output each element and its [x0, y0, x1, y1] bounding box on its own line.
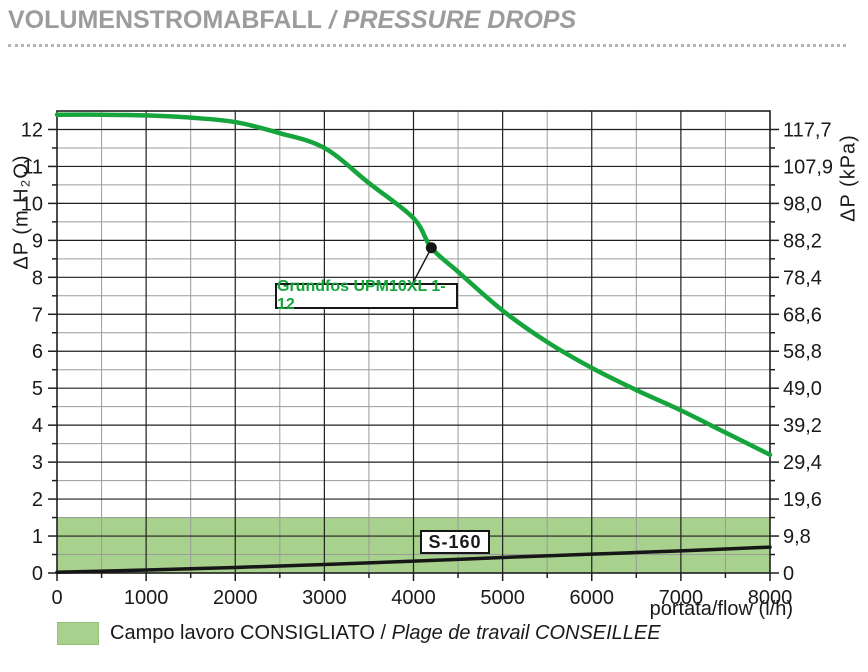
legend-label: Campo lavoro CONSIGLIATO / Plage de trav…	[110, 622, 661, 645]
legend: Campo lavoro CONSIGLIATO / Plage de trav…	[57, 622, 661, 645]
y-tick-label-left: 11	[22, 156, 43, 178]
y-tick-label-right: 0	[783, 563, 794, 585]
curve-grundfos	[54, 112, 773, 457]
y-tick-label-right: 29,4	[783, 452, 822, 474]
x-axis-title: portata/flow (l/h)	[649, 598, 793, 620]
y-tick-label-left: 5	[32, 378, 43, 400]
annotation-leader-line	[411, 251, 430, 285]
y-tick-label-right: 88,2	[783, 230, 822, 252]
x-tick-label: 6000	[570, 587, 615, 609]
y-tick-label-left: 0	[32, 563, 43, 585]
x-tick-label: 3000	[302, 587, 347, 609]
y-axis-title-left: ΔP (m H₂O)	[10, 154, 33, 270]
curve-label-grundfos-text: Grundfos UPM10XL 1-12	[277, 278, 446, 313]
page-title-german: VOLUMENSTROMABFALL	[8, 6, 322, 34]
annotation-point	[425, 242, 437, 254]
title-dotted-rule	[8, 44, 846, 47]
x-tick-label: 5000	[480, 587, 525, 609]
y-tick-label-right: 9,8	[783, 526, 811, 548]
curve-label-grundfos: Grundfos UPM10XL 1-12	[275, 278, 458, 313]
y-tick-label-left: 4	[32, 415, 43, 437]
y-tick-label-right: 49,0	[783, 378, 822, 400]
y-axis-title-right: ΔP (kPa)	[837, 134, 860, 222]
legend-label-italian: Campo lavoro CONSIGLIATO /	[110, 622, 392, 644]
y-tick-label-right: 98,0	[783, 193, 822, 215]
x-tick-label: 4000	[391, 587, 436, 609]
y-tick-label-left: 2	[32, 489, 43, 511]
legend-label-french: Plage de travail CONSEILLEE	[391, 622, 661, 644]
y-tick-label-left: 10	[21, 193, 43, 215]
y-tick-label-right: 39,2	[783, 415, 822, 437]
legend-swatch-recommended-range	[57, 622, 99, 645]
y-tick-label-right: 68,6	[783, 304, 822, 326]
y-tick-label-right: 78,4	[783, 267, 822, 289]
y-tick-label-right: 107,9	[783, 156, 833, 178]
x-tick-label: 8000	[748, 587, 793, 609]
x-tick-label: 0	[51, 587, 62, 609]
y-tick-label-left: 8	[32, 267, 43, 289]
y-tick-label-left: 6	[32, 341, 43, 363]
curve-s160	[55, 545, 772, 575]
y-tick-label-left: 12	[21, 119, 43, 141]
y-tick-label-left: 3	[32, 452, 43, 474]
y-tick-label-left: 7	[32, 304, 43, 326]
y-tick-label-right: 19,6	[783, 489, 822, 511]
y-tick-label-left: 1	[32, 526, 43, 548]
curve-label-s160-text: S-160	[428, 531, 482, 552]
page-title: VOLUMENSTROMABFALL / PRESSURE DROPS	[8, 6, 576, 35]
y-tick-label-right: 117,7	[783, 119, 832, 141]
x-tick-label: 2000	[213, 587, 258, 609]
y-tick-label-right: 58,8	[783, 341, 822, 363]
y-tick-label-left: 9	[32, 230, 43, 252]
page-title-english: / PRESSURE DROPS	[328, 6, 577, 34]
x-tick-label: 1000	[124, 587, 169, 609]
curve-label-s160: S-160	[420, 530, 490, 554]
x-tick-label: 7000	[659, 587, 704, 609]
